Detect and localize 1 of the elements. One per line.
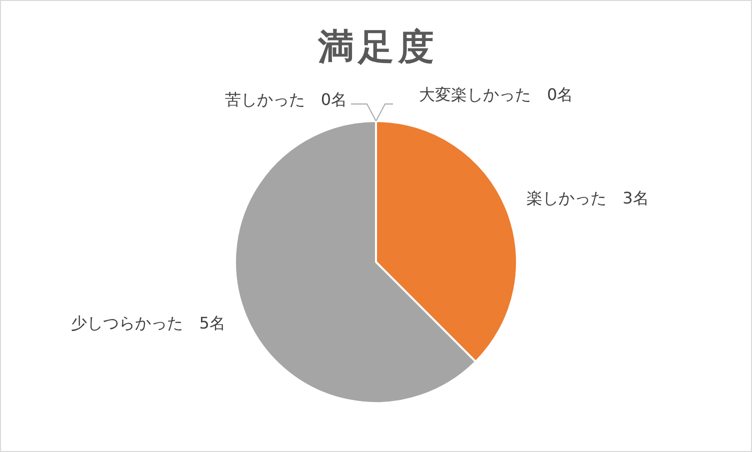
title: 満足度 xyxy=(318,27,438,68)
